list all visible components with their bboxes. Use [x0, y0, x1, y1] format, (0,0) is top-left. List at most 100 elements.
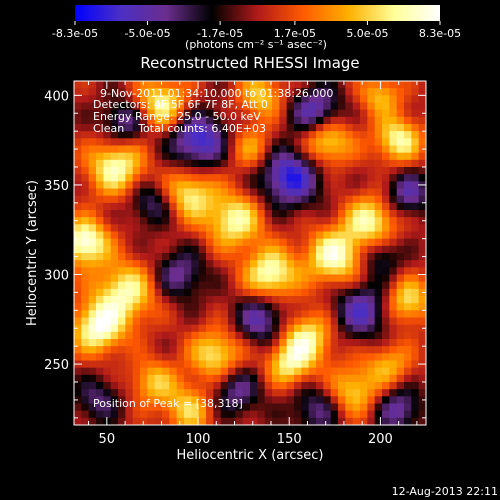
heatmap-cell [140, 253, 148, 261]
heatmap-cell [118, 303, 126, 311]
heatmap-cell [345, 174, 354, 182]
heatmap-cell [96, 296, 104, 304]
heatmap-cell [118, 217, 126, 225]
heatmap-cell [118, 116, 126, 125]
heatmap-cell [345, 238, 354, 247]
heatmap-cell [323, 288, 332, 297]
heatmap-cell [323, 238, 332, 247]
heatmap-cell [220, 152, 229, 161]
heatmap-cell [345, 346, 354, 354]
heatmap-cell [294, 374, 302, 383]
heatmap-cell [257, 224, 266, 233]
heatmap-cell [338, 174, 346, 182]
heatmap-cell [184, 389, 192, 397]
y-tick-label: 250 [44, 358, 69, 373]
heatmap-cell [169, 131, 178, 139]
heatmap-cell [88, 367, 97, 376]
heatmap-cell [338, 210, 346, 218]
heatmap-cell [418, 281, 426, 290]
heatmap-cell [242, 245, 251, 254]
heatmap-cell [140, 374, 148, 383]
heatmap-cell [352, 138, 361, 147]
heatmap-cell [286, 410, 295, 419]
heatmap-cell [272, 374, 280, 383]
heatmap-cell [294, 331, 302, 340]
heatmap-cell [169, 81, 178, 89]
heatmap-cell [184, 145, 192, 154]
heatmap-cell [228, 389, 236, 397]
heatmap-cell [323, 296, 332, 304]
heatmap-cell [191, 303, 200, 311]
heatmap-cell [242, 124, 251, 132]
heatmap-cell [184, 353, 192, 362]
heatmap-cell [308, 396, 317, 405]
heatmap-cell [162, 152, 170, 161]
heatmap-cell [235, 116, 244, 125]
heatmap-cell [352, 281, 361, 290]
heatmap-cell [308, 360, 317, 369]
heatmap-cell [103, 260, 112, 268]
heatmap-cell [103, 238, 112, 247]
heatmap-cell [242, 267, 251, 276]
heatmap-cell [360, 217, 368, 225]
heatmap-cell [301, 224, 310, 233]
heatmap-cell [213, 346, 222, 354]
heatmap-cell [88, 181, 97, 190]
heatmap-cell [301, 296, 310, 304]
heatmap-cell [323, 231, 332, 240]
heatmap-cell [169, 417, 178, 425]
heatmap-cell [338, 109, 346, 118]
heatmap-cell [272, 367, 280, 376]
heatmap-cell [132, 210, 141, 218]
heatmap-cell [323, 382, 332, 390]
heatmap-cell [206, 245, 214, 254]
heatmap-cell [418, 374, 426, 383]
heatmap-cell [360, 310, 368, 319]
heatmap-cell [96, 317, 104, 326]
heatmap-cell [220, 131, 229, 139]
heatmap-cell [213, 210, 222, 218]
heatmap-cell [176, 81, 185, 89]
heatmap-cell [404, 260, 412, 268]
heatmap-cell [352, 102, 361, 111]
heatmap-cell [228, 95, 236, 104]
heatmap-cell [294, 159, 302, 168]
heatmap-cell [147, 124, 156, 132]
heatmap-cell [257, 382, 266, 390]
heatmap-cell [257, 253, 266, 261]
heatmap-cell [206, 267, 214, 276]
heatmap-cell [286, 260, 295, 268]
heatmap-cell [74, 310, 82, 319]
heatmap-cell [367, 224, 376, 233]
heatmap-cell [220, 109, 229, 118]
heatmap-cell [389, 389, 398, 397]
heatmap-cell [345, 116, 354, 125]
heatmap-cell [257, 245, 266, 254]
heatmap-cell [140, 403, 148, 412]
heatmap-cell [345, 188, 354, 197]
heatmap-cell [360, 102, 368, 111]
heatmap-cell [88, 382, 97, 390]
heatmap-cell [257, 210, 266, 218]
heatmap-cell [382, 281, 390, 290]
heatmap-cell [162, 167, 170, 175]
heatmap-cell [96, 389, 104, 397]
heatmap-cell [110, 303, 119, 311]
heatmap-cell [382, 88, 390, 96]
heatmap-cell [191, 81, 200, 89]
heatmap-cell [382, 195, 390, 204]
heatmap-cell [235, 88, 244, 96]
heatmap-cell [125, 389, 134, 397]
heatmap-cell [184, 317, 192, 326]
x-axis-label: Heliocentric X (arcsec) [177, 448, 324, 463]
heatmap-cell [316, 360, 324, 369]
heatmap-cell [103, 181, 112, 190]
heatmap-cell [154, 159, 163, 168]
heatmap-cell [374, 245, 383, 254]
heatmap-cell [110, 403, 119, 412]
heatmap-cell [213, 339, 222, 347]
heatmap-cell [286, 167, 295, 175]
heatmap-cell [418, 245, 426, 254]
heatmap-cell [389, 81, 398, 89]
heatmap-cell [147, 116, 156, 125]
